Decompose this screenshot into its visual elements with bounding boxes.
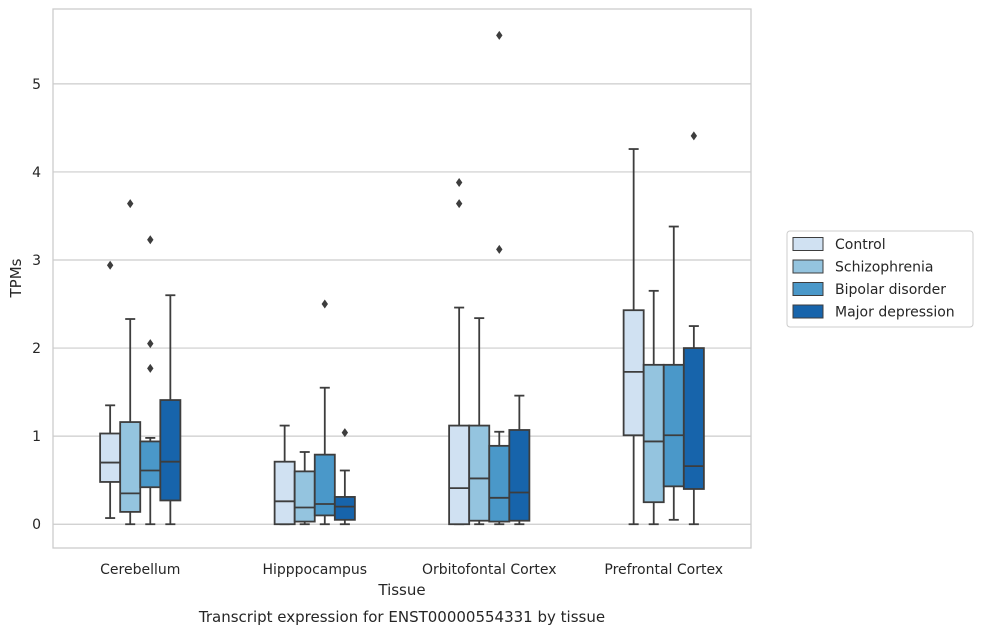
x-tick-label: Hipppocampus	[262, 562, 367, 578]
y-axis-title: TPMs	[7, 258, 25, 298]
box-iqr	[99, 432, 122, 483]
legend-label: Control	[835, 237, 886, 253]
outlier-point	[147, 363, 154, 373]
legend-item: Schizophrenia	[792, 259, 933, 276]
outlier-point	[455, 199, 463, 209]
legend-item: Control	[792, 237, 886, 253]
outlier-point	[690, 131, 698, 141]
outlier-point	[496, 30, 503, 40]
box-iqr	[293, 470, 316, 523]
x-tick-label: Orbitofontal Cortex	[422, 562, 557, 578]
box-bipolar-disorder-1	[313, 299, 336, 526]
box-iqr	[313, 453, 336, 517]
box-iqr	[682, 347, 705, 490]
box-schizophrenia-2	[468, 317, 491, 526]
box-control-1	[273, 424, 296, 526]
box-bipolar-disorder-0	[139, 235, 162, 526]
outlier-point	[127, 199, 134, 209]
box-iqr	[273, 460, 296, 526]
outlier-point	[147, 235, 154, 245]
box-groups	[99, 30, 705, 526]
legend-swatch	[792, 282, 824, 296]
x-tick-label: Cerebellum	[100, 562, 180, 578]
box-control-2	[448, 178, 471, 526]
box-iqr	[642, 363, 665, 504]
box-schizophrenia-1	[293, 451, 316, 526]
outlier-point	[147, 339, 154, 349]
outlier-point	[321, 299, 328, 309]
x-axis-title: Tissue	[377, 581, 425, 599]
y-tick-label: 3	[32, 253, 41, 269]
legend-frame	[786, 230, 974, 328]
y-tick-labels: 0 1 2 3 4 5	[32, 77, 41, 533]
legend-item: Bipolar disorder	[792, 282, 946, 298]
outlier-point	[106, 260, 114, 270]
box-iqr	[333, 496, 356, 521]
outlier-point	[455, 178, 463, 188]
legend: Control Schizophrenia Bipolar disorder Majo…	[786, 230, 974, 328]
x-tick-label: Prefrontal Cortex	[604, 562, 723, 578]
box-iqr	[448, 424, 471, 526]
box-control-0	[99, 260, 122, 519]
box-major-depression-2	[508, 394, 531, 526]
box-iqr	[468, 424, 491, 522]
legend-label: Major depression	[835, 305, 955, 321]
box-iqr	[139, 440, 162, 489]
box-major-depression-3	[682, 131, 705, 526]
box-major-depression-1	[333, 428, 356, 526]
legend-item: Major depression	[792, 304, 955, 321]
box-schizophrenia-0	[119, 199, 142, 526]
box-iqr	[159, 399, 182, 502]
outlier-point	[496, 244, 503, 254]
box-iqr	[508, 429, 531, 522]
outlier-point	[341, 428, 349, 438]
y-tick-label: 0	[32, 517, 41, 533]
y-tick-label: 2	[32, 341, 41, 357]
box-iqr	[662, 363, 685, 488]
y-tick-label: 5	[32, 77, 41, 93]
legend-label: Bipolar disorder	[835, 282, 946, 298]
box-major-depression-0	[159, 294, 182, 526]
box-iqr	[488, 444, 511, 523]
plot-frame	[52, 8, 752, 549]
y-tick-label: 1	[32, 429, 41, 445]
legend-swatch	[792, 237, 824, 251]
x-tick-labels: Cerebellum Hipppocampus Orbitofontal Corte…	[100, 562, 723, 578]
legend-swatch	[792, 259, 824, 274]
legend-label: Schizophrenia	[835, 260, 933, 276]
box-iqr	[119, 421, 142, 513]
y-tick-label: 4	[32, 165, 41, 181]
legend-swatch	[792, 304, 824, 319]
figure-caption: Transcript expression for ENST0000055433…	[198, 608, 605, 626]
